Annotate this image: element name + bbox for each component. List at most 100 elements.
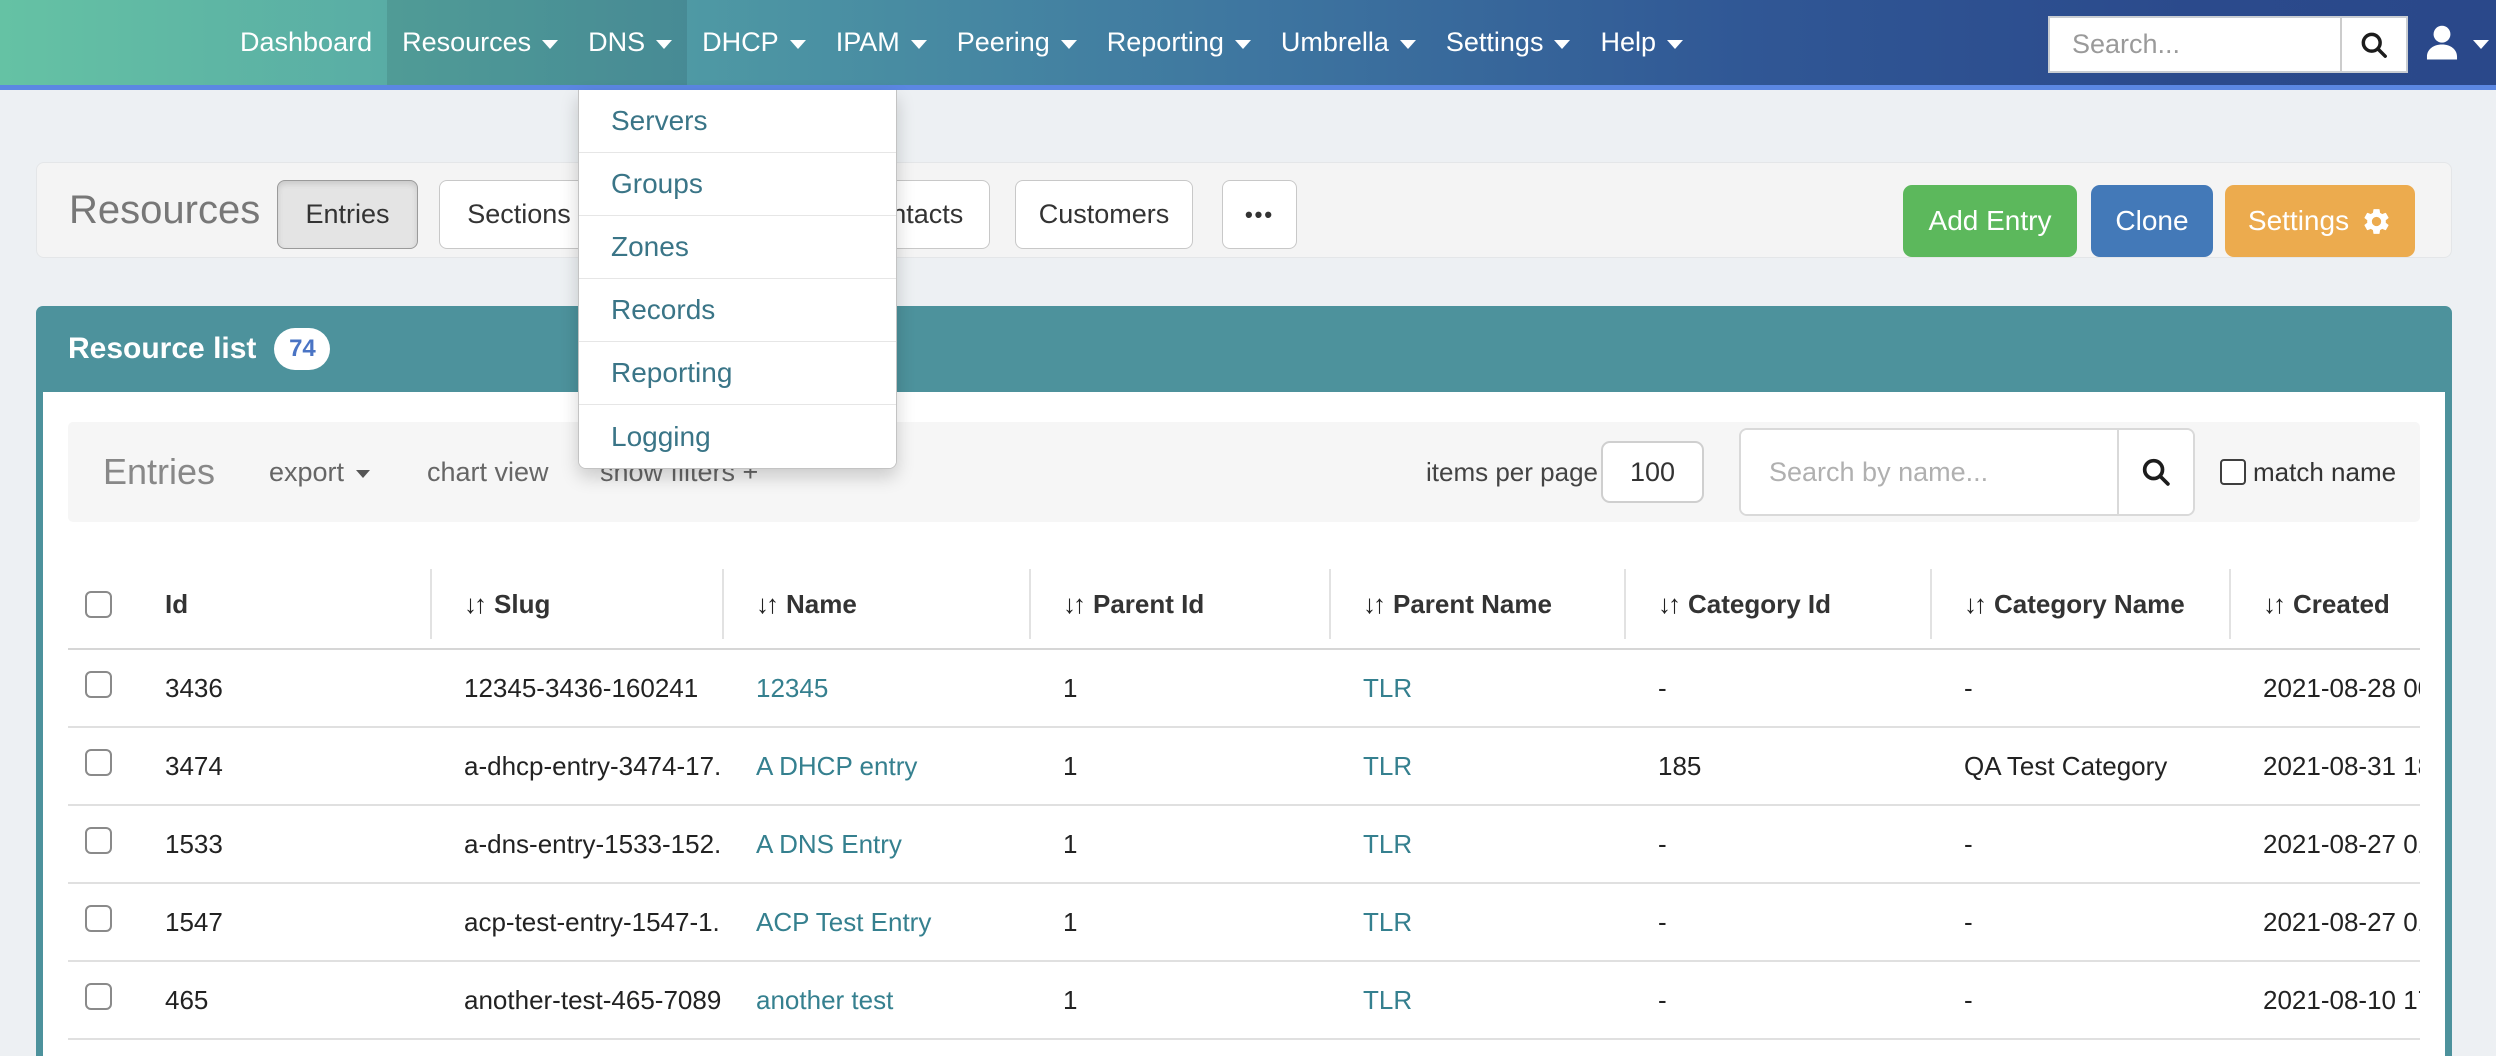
tab-sections[interactable]: Sections	[439, 180, 599, 249]
settings-button-label: Settings	[2247, 205, 2350, 236]
page-title: Resources	[69, 187, 261, 232]
name-search-button[interactable]	[2117, 430, 2193, 514]
nav-item-label: DHCP	[702, 27, 779, 57]
category_id-value: -	[1658, 906, 1667, 937]
settings-button[interactable]: Settings	[2225, 185, 2415, 257]
column-header-created[interactable]: ↓↑ Created	[2229, 569, 2420, 639]
row-checkbox-cell	[68, 827, 148, 861]
name-link[interactable]: ACP Test Entry	[756, 906, 932, 937]
nav-item-help[interactable]: Help	[1585, 0, 1698, 85]
parent_name-link[interactable]: TLR	[1363, 906, 1413, 937]
chevron-down-icon	[1060, 40, 1077, 49]
table-row: 465 another-test-465-70893 another test 1 TL…	[68, 962, 2420, 1040]
cell-category_id: -	[1624, 985, 1930, 1016]
nav-item-resources[interactable]: Resources	[387, 0, 574, 85]
resource-list-title: Resource list	[68, 332, 257, 365]
nav-items: Dashboard Resources DNS DHCP IPAM Peering Repo…	[225, 0, 1698, 85]
row-checkbox[interactable]	[85, 749, 112, 776]
row-checkbox[interactable]	[85, 827, 112, 854]
cell-parent_id: 1	[1029, 907, 1329, 938]
menu-item-records[interactable]: Records	[579, 279, 896, 342]
name-link[interactable]: another test	[756, 984, 894, 1015]
parent_name-link[interactable]: TLR	[1363, 750, 1413, 781]
table-row: 3474 a-dhcp-entry-3474-17... A DHCP entry 1…	[68, 728, 2420, 806]
name-link[interactable]: 12345	[756, 672, 829, 703]
row-checkbox[interactable]	[85, 905, 112, 932]
category_name-value: QA Test Category	[1964, 750, 2168, 781]
tab-entries[interactable]: Entries	[277, 180, 418, 249]
nav-item-ipam[interactable]: IPAM	[821, 0, 942, 85]
column-header-category-id[interactable]: ↓↑ Category Id	[1624, 569, 1930, 639]
nav-item-settings[interactable]: Settings	[1431, 0, 1586, 85]
cell-category_id: -	[1624, 907, 1930, 938]
category_name-value: -	[1964, 828, 1973, 859]
global-search-button[interactable]	[2340, 18, 2406, 71]
nav-item-reporting[interactable]: Reporting	[1092, 0, 1266, 85]
name-link[interactable]: A DNS Entry	[756, 828, 902, 859]
sort-icon: ↓↑	[1964, 588, 1987, 619]
nav-item-dns[interactable]: DNS	[573, 0, 688, 85]
column-header-slug[interactable]: ↓↑ Slug	[430, 569, 722, 639]
select-all-checkbox[interactable]	[85, 590, 112, 618]
user-menu[interactable]	[2420, 0, 2489, 85]
column-header-parent-name[interactable]: ↓↑ Parent Name	[1329, 569, 1624, 639]
slug-value: another-test-465-70893	[464, 984, 722, 1015]
row-checkbox[interactable]	[85, 983, 112, 1010]
column-header-name[interactable]: ↓↑ Name	[722, 569, 1029, 639]
name-link[interactable]: A DHCP entry	[756, 750, 918, 781]
row-checkbox[interactable]	[85, 671, 112, 698]
slug-value: a-dhcp-entry-3474-17...	[464, 750, 722, 781]
column-header-label: Category Id	[1688, 588, 1832, 619]
items-per-page-input[interactable]	[1601, 441, 1704, 503]
parent_name-link[interactable]: TLR	[1363, 828, 1413, 859]
cell-created: 2021-08-31 18	[2229, 751, 2420, 782]
chevron-down-icon	[1234, 40, 1251, 49]
nav-item-label: DNS	[588, 27, 646, 57]
parent_name-link[interactable]: TLR	[1363, 672, 1413, 703]
menu-item-logging[interactable]: Logging	[579, 405, 896, 468]
cell-category_name: -	[1930, 985, 2229, 1016]
created-value: 2021-08-27 01	[2263, 828, 2420, 859]
cell-parent_id: 1	[1029, 751, 1329, 782]
column-header-label: Id	[165, 588, 189, 619]
chart-view-label: chart view	[427, 456, 549, 487]
nav-item-dashboard[interactable]: Dashboard	[225, 0, 387, 85]
cell-category_name: -	[1930, 829, 2229, 860]
column-header-id: Id	[148, 569, 430, 639]
cell-created: 2021-08-28 00	[2229, 673, 2420, 704]
name-search-input[interactable]	[1741, 430, 2117, 514]
menu-item-reporting[interactable]: Reporting	[579, 342, 896, 405]
menu-item-groups[interactable]: Groups	[579, 153, 896, 216]
menu-item-servers[interactable]: Servers	[579, 90, 896, 153]
nav-item-umbrella[interactable]: Umbrella	[1266, 0, 1431, 85]
parent_name-link[interactable]: TLR	[1363, 984, 1413, 1015]
cell-category_id: -	[1624, 829, 1930, 860]
add-entry-button[interactable]: Add Entry	[1903, 185, 2077, 257]
global-search-box	[2048, 16, 2408, 73]
column-header-parent-id[interactable]: ↓↑ Parent Id	[1029, 569, 1329, 639]
tab-customers[interactable]: Customers	[1015, 180, 1193, 249]
export-menu-button[interactable]: export	[269, 422, 371, 522]
match-name-checkbox[interactable]	[2220, 459, 2246, 485]
nav-item-label: Settings	[1445, 27, 1544, 57]
table-body: 3436 12345-3436-160241 12345 1 TLR - - 2021-08-…	[68, 650, 2420, 1040]
slug-value: a-dns-entry-1533-152...	[464, 828, 722, 859]
chevron-down-icon	[356, 470, 371, 478]
nav-item-peering[interactable]: Peering	[942, 0, 1092, 85]
chart-view-button[interactable]: chart view	[427, 422, 549, 522]
nav-item-dhcp[interactable]: DHCP	[687, 0, 821, 85]
parent_id-value: 1	[1063, 906, 1078, 937]
nav-item-label: Umbrella	[1280, 27, 1389, 57]
tab-dots[interactable]: •••	[1222, 180, 1297, 249]
clone-button[interactable]: Clone	[2091, 185, 2213, 257]
entries-heading: Entries	[103, 451, 216, 492]
cell-category_name: QA Test Category	[1930, 751, 2229, 782]
column-header-category-name[interactable]: ↓↑ Category Name	[1930, 569, 2229, 639]
cell-id: 1547	[148, 907, 430, 938]
table-header-row: Id ↓↑ Slug ↓↑ Name ↓↑ Parent Id ↓↑ Parent Name ↓↑…	[68, 560, 2420, 650]
global-search-input[interactable]	[2050, 18, 2340, 71]
menu-item-zones[interactable]: Zones	[579, 216, 896, 279]
cell-category_name: -	[1930, 673, 2229, 704]
cell-name: another test	[722, 985, 1029, 1016]
category_id-value: -	[1658, 828, 1667, 859]
